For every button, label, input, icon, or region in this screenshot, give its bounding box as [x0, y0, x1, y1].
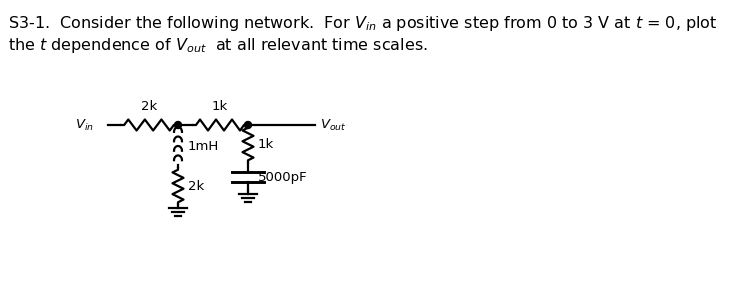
- Circle shape: [174, 122, 181, 128]
- Text: 1k: 1k: [212, 100, 228, 113]
- Text: 1mH: 1mH: [188, 140, 219, 152]
- Text: 2k: 2k: [141, 100, 157, 113]
- Text: the $t$ dependence of $V_{out}$  at all relevant time scales.: the $t$ dependence of $V_{out}$ at all r…: [8, 36, 428, 55]
- Text: S3-1.  Consider the following network.  For $V_{in}$ a positive step from 0 to 3: S3-1. Consider the following network. Fo…: [8, 14, 717, 33]
- Text: 5000pF: 5000pF: [258, 170, 307, 184]
- Circle shape: [245, 122, 251, 128]
- Text: 2k: 2k: [188, 180, 205, 192]
- Text: $V_{in}$: $V_{in}$: [75, 118, 94, 132]
- Text: $V_{out}$: $V_{out}$: [320, 118, 347, 132]
- Text: 1k: 1k: [258, 138, 274, 150]
